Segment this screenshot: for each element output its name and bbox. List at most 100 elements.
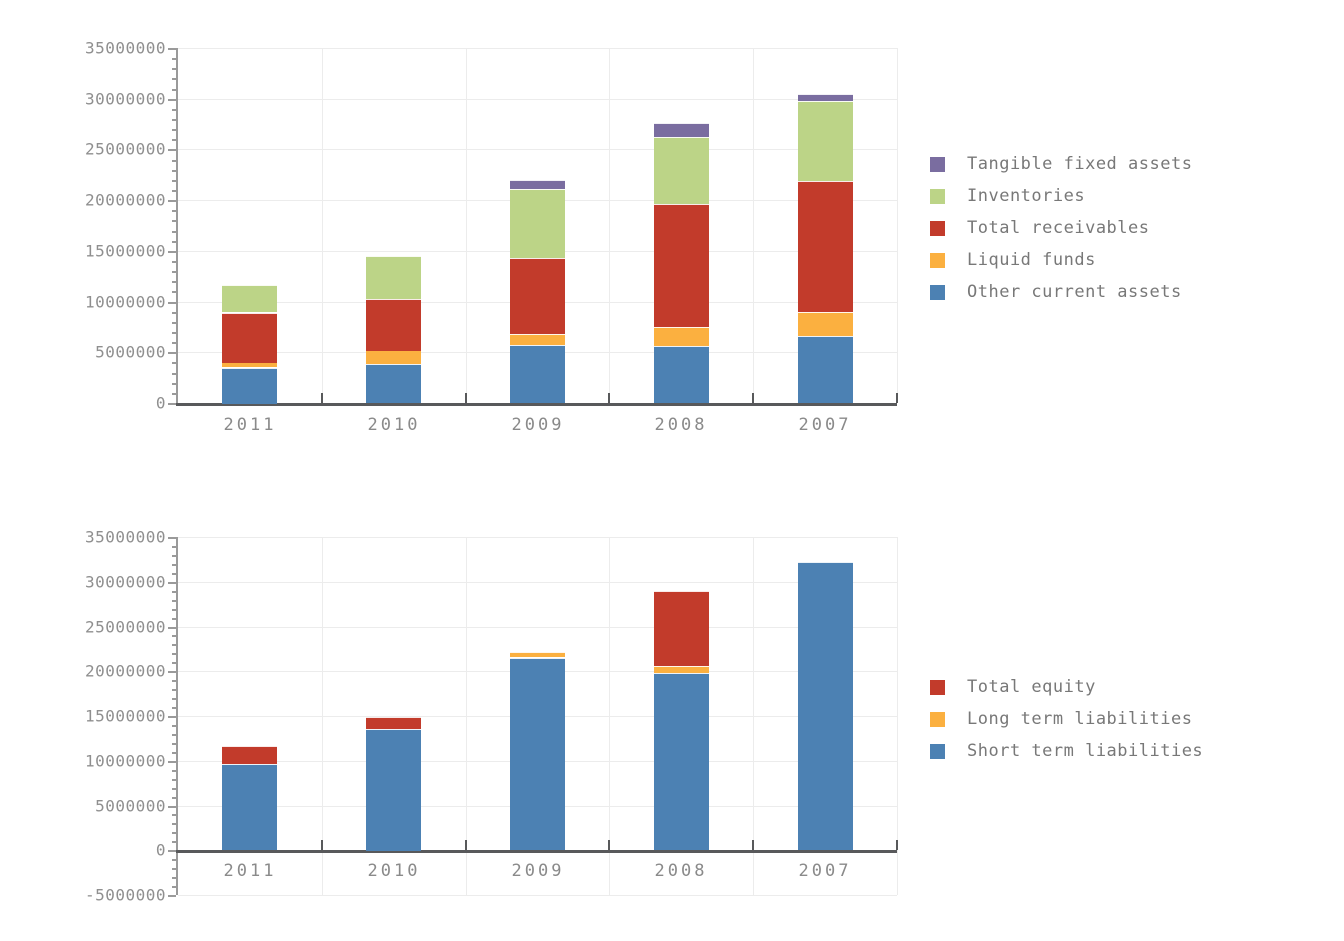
y-major-tick — [168, 806, 176, 808]
y-major-tick — [168, 850, 176, 852]
legend-item: Long term liabilities — [930, 703, 1203, 735]
legend-swatch — [930, 220, 945, 236]
bar-segment-short-term-liabilities — [798, 562, 853, 850]
y-minor-tick — [172, 180, 176, 182]
y-major-tick — [168, 352, 176, 354]
y-tick-label: 5000000 — [95, 342, 166, 362]
y-major-tick — [168, 200, 176, 202]
h-gridline — [178, 895, 897, 896]
legend-item: Total receivables — [930, 212, 1192, 244]
y-minor-tick — [172, 139, 176, 141]
h-gridline — [178, 582, 897, 583]
y-tick-label: 25000000 — [84, 617, 166, 637]
x-tick-label: 2010 — [367, 861, 421, 881]
y-minor-tick — [172, 119, 176, 121]
y-major-tick — [168, 537, 176, 539]
y-minor-tick — [172, 190, 176, 192]
legend: Tangible fixed assets Inventories Total re… — [930, 148, 1192, 308]
x-axis-line — [176, 403, 897, 406]
y-tick-label: 10000000 — [84, 751, 166, 771]
v-gridline — [897, 537, 898, 895]
y-minor-tick — [172, 160, 176, 162]
bar-segment-liquid-funds — [654, 327, 709, 346]
bar-segment-tangible-fixed-assets — [510, 180, 565, 189]
legend-label: Liquid funds — [967, 250, 1096, 270]
y-minor-tick — [172, 779, 176, 781]
y-minor-tick — [172, 618, 176, 620]
h-gridline — [178, 627, 897, 628]
legend-swatch — [930, 284, 945, 300]
x-tick — [465, 393, 467, 403]
y-tick-label: 15000000 — [84, 706, 166, 726]
y-major-tick — [168, 99, 176, 101]
x-tick — [896, 393, 898, 403]
v-gridline — [322, 537, 323, 895]
bar-segment-inventories — [654, 137, 709, 204]
h-gridline — [178, 48, 897, 49]
bar-segment-tangible-fixed-assets — [654, 123, 709, 137]
h-gridline — [178, 99, 897, 100]
y-minor-tick — [172, 393, 176, 395]
y-axis-line — [176, 48, 178, 403]
y-minor-tick — [172, 271, 176, 273]
legend-label: Other current assets — [967, 282, 1182, 302]
legend-label: Long term liabilities — [967, 709, 1193, 729]
legend-swatch — [930, 252, 945, 268]
y-minor-tick — [172, 564, 176, 566]
bar-segment-total-receivables — [366, 299, 421, 351]
legend-label: Short term liabilities — [967, 741, 1204, 761]
y-minor-tick — [172, 823, 176, 825]
y-major-tick — [168, 895, 176, 897]
x-tick-label: 2011 — [223, 861, 277, 881]
bar-segment-inventories — [222, 285, 277, 312]
bar-segment-other-current-assets — [654, 346, 709, 403]
y-minor-tick — [172, 312, 176, 314]
y-minor-tick — [172, 680, 176, 682]
x-tick — [465, 840, 467, 850]
bar-segment-total-equity — [222, 746, 277, 764]
x-axis-line — [176, 850, 897, 853]
legend-item: Other current assets — [930, 276, 1192, 308]
x-tick — [608, 840, 610, 850]
bar-segment-short-term-liabilities — [366, 729, 421, 851]
y-minor-tick — [172, 832, 176, 834]
y-minor-tick — [172, 877, 176, 879]
y-tick-label: 0 — [155, 393, 166, 413]
y-minor-tick — [172, 788, 176, 790]
legend-swatch — [930, 743, 945, 759]
legend-item: Tangible fixed assets — [930, 148, 1192, 180]
v-gridline — [609, 537, 610, 895]
y-tick-label: 20000000 — [84, 661, 166, 681]
bar-segment-tangible-fixed-assets — [798, 94, 853, 101]
x-tick-label: 2011 — [223, 415, 277, 435]
y-minor-tick — [172, 707, 176, 709]
y-minor-tick — [172, 291, 176, 293]
v-gridline — [609, 48, 610, 403]
x-tick — [321, 840, 323, 850]
bar-segment-inventories — [798, 101, 853, 181]
y-minor-tick — [172, 281, 176, 283]
v-gridline — [897, 48, 898, 403]
y-tick-label: 35000000 — [84, 527, 166, 547]
y-minor-tick — [172, 546, 176, 548]
bar-segment-total-equity — [654, 591, 709, 666]
bar-segment-other-current-assets — [366, 364, 421, 403]
y-minor-tick — [172, 231, 176, 233]
y-minor-tick — [172, 342, 176, 344]
y-major-tick — [168, 671, 176, 673]
y-major-tick — [168, 582, 176, 584]
x-tick — [752, 393, 754, 403]
y-tick-label: 35000000 — [84, 38, 166, 58]
y-minor-tick — [172, 591, 176, 593]
y-minor-tick — [172, 725, 176, 727]
y-minor-tick — [172, 635, 176, 637]
y-minor-tick — [172, 734, 176, 736]
y-minor-tick — [172, 814, 176, 816]
legend-label: Total receivables — [967, 218, 1150, 238]
y-tick-label: 25000000 — [84, 139, 166, 159]
y-minor-tick — [172, 362, 176, 364]
y-minor-tick — [172, 698, 176, 700]
x-tick-label: 2009 — [511, 861, 565, 881]
